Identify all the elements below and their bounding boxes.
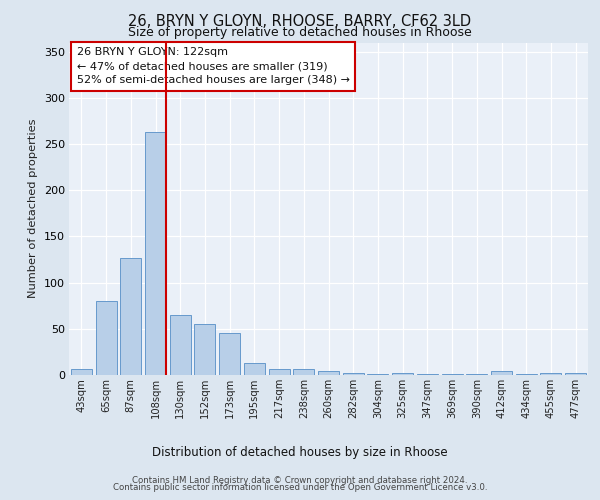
Bar [145, 132, 166, 375]
Text: Size of property relative to detached houses in Rhoose: Size of property relative to detached ho… [128, 26, 472, 39]
Text: Contains public sector information licensed under the Open Government Licence v3: Contains public sector information licen… [113, 483, 487, 492]
Bar [293, 370, 314, 375]
Bar [565, 373, 586, 375]
Y-axis label: Number of detached properties: Number of detached properties [28, 119, 38, 298]
Bar [71, 368, 92, 375]
Text: Distribution of detached houses by size in Rhoose: Distribution of detached houses by size … [152, 446, 448, 459]
Bar [120, 258, 141, 375]
Bar [343, 373, 364, 375]
Bar [516, 374, 537, 375]
Bar [318, 372, 339, 375]
Bar [194, 324, 215, 375]
Bar [244, 363, 265, 375]
Bar [541, 373, 562, 375]
Bar [170, 315, 191, 375]
Text: 26, BRYN Y GLOYN, RHOOSE, BARRY, CF62 3LD: 26, BRYN Y GLOYN, RHOOSE, BARRY, CF62 3L… [128, 14, 472, 29]
Text: 26 BRYN Y GLOYN: 122sqm
← 47% of detached houses are smaller (319)
52% of semi-d: 26 BRYN Y GLOYN: 122sqm ← 47% of detache… [77, 48, 350, 86]
Bar [466, 374, 487, 375]
Bar [95, 301, 116, 375]
Bar [442, 374, 463, 375]
Bar [491, 372, 512, 375]
Bar [367, 374, 388, 375]
Bar [417, 374, 438, 375]
Bar [219, 334, 240, 375]
Bar [392, 373, 413, 375]
Bar [269, 368, 290, 375]
Text: Contains HM Land Registry data © Crown copyright and database right 2024.: Contains HM Land Registry data © Crown c… [132, 476, 468, 485]
